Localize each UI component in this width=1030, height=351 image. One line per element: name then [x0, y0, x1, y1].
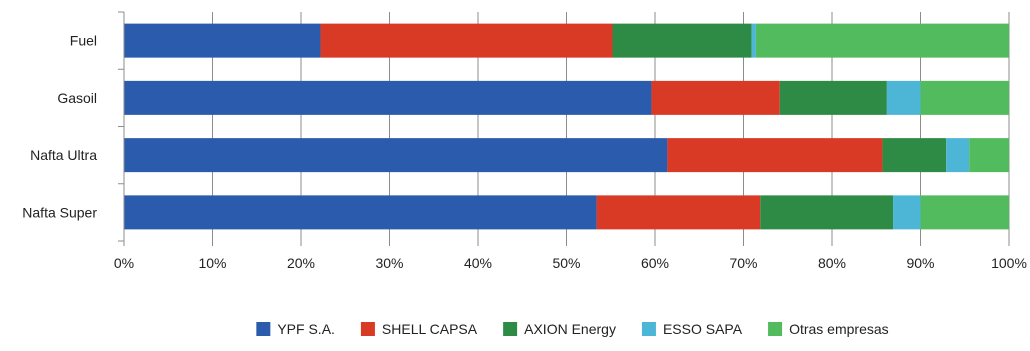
- bar-segment: [969, 138, 1009, 173]
- bars: [124, 23, 1009, 230]
- legend-item: YPF S.A.: [256, 321, 335, 337]
- category-label: Nafta Super: [22, 204, 97, 220]
- bar-segment: [755, 23, 1009, 58]
- category-label: Fuel: [70, 33, 97, 49]
- bar-segment: [946, 138, 970, 173]
- bar-segment: [779, 80, 887, 115]
- bar-segment: [882, 138, 947, 173]
- bar-segment: [320, 23, 613, 58]
- legend-swatch: [360, 322, 375, 336]
- bar-segment: [667, 138, 883, 173]
- legend-swatch: [768, 322, 783, 336]
- labels: 0% 10% 20% 30% 40% 50% 60% 70% 80% 90% 100% Fuel Gas…: [22, 33, 1027, 271]
- x-tick-label: 90%: [906, 255, 934, 271]
- legend-item: ESSO SAPA: [641, 321, 743, 337]
- category-label: Gasoil: [57, 90, 97, 106]
- category-label: Nafta Ultra: [30, 147, 97, 163]
- x-tick-label: 70%: [729, 255, 757, 271]
- x-tick-label: 0%: [114, 255, 134, 271]
- legend-label: AXION Energy: [524, 321, 616, 337]
- bar-segment: [124, 195, 597, 230]
- x-tick-label: 40%: [464, 255, 492, 271]
- x-tick-label: 20%: [287, 255, 315, 271]
- legend-swatch: [641, 322, 656, 336]
- legend-label: SHELL CAPSA: [382, 321, 478, 337]
- x-tick-label: 30%: [375, 255, 403, 271]
- bar-segment: [651, 80, 780, 115]
- legend-item: SHELL CAPSA: [360, 321, 478, 337]
- legend-label: Otras empresas: [789, 321, 889, 337]
- bar-segment: [920, 80, 1009, 115]
- x-tick-label: 50%: [552, 255, 580, 271]
- bar-segment: [124, 80, 652, 115]
- legend-label: ESSO SAPA: [663, 321, 743, 337]
- x-tick-label: 10%: [198, 255, 226, 271]
- bar-segment: [124, 23, 321, 58]
- bar-segment: [886, 80, 921, 115]
- bar-segment: [596, 195, 761, 230]
- legend-item: Otras empresas: [768, 321, 889, 337]
- bar-segment: [920, 195, 1009, 230]
- legend-label: YPF S.A.: [277, 321, 335, 337]
- x-tick-label: 100%: [991, 255, 1027, 271]
- x-tick-label: 80%: [818, 255, 846, 271]
- legend-swatch: [256, 322, 271, 336]
- bar-segment: [751, 23, 756, 58]
- legend: YPF S.A. SHELL CAPSA AXION Energy ESSO SAPA…: [256, 321, 889, 337]
- bar-segment: [124, 138, 668, 173]
- bar-segment: [612, 23, 752, 58]
- bar-segment: [760, 195, 894, 230]
- legend-item: AXION Energy: [503, 321, 616, 337]
- x-tick-label: 60%: [641, 255, 669, 271]
- axes: [118, 11, 1010, 246]
- bar-segment: [893, 195, 921, 230]
- legend-swatch: [503, 322, 518, 336]
